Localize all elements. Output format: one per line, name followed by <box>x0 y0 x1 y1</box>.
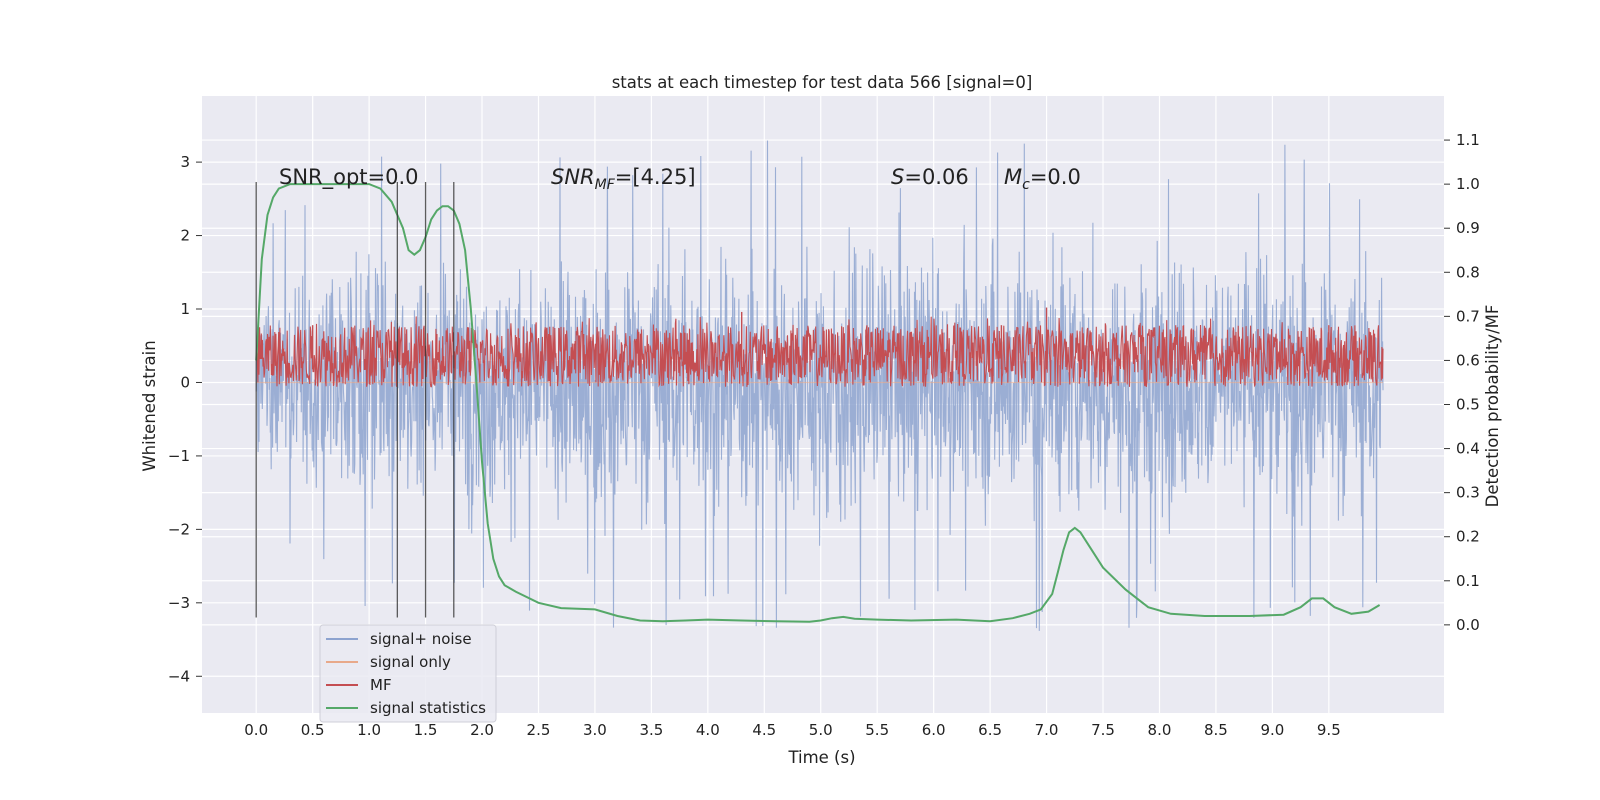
x-tick-label: 4.5 <box>752 721 776 739</box>
y-tick-label: −4 <box>168 667 190 685</box>
annotation-snr-mf-sub: MF <box>595 177 616 193</box>
annotation-mc-sub: c <box>1022 177 1030 193</box>
y-tick-label: 0 <box>180 373 190 391</box>
y2-tick-label: 0.4 <box>1456 440 1480 458</box>
x-tick-label: 3.0 <box>583 721 607 739</box>
y-axis-label: Whitened strain <box>140 340 159 471</box>
y2-tick-label: 1.1 <box>1456 131 1480 149</box>
legend-label-mf: MF <box>370 676 392 694</box>
annotation-s: S=0.06 <box>891 165 969 189</box>
y2-tick-label: 0.5 <box>1456 396 1480 414</box>
y-tick-label: −1 <box>168 447 190 465</box>
y-tick-label: 2 <box>180 227 190 245</box>
series-layer <box>255 140 1384 631</box>
x-tick-label: 9.0 <box>1260 721 1284 739</box>
y2-tick-label: 0.7 <box>1456 307 1480 325</box>
x-tick-label: 8.5 <box>1204 721 1228 739</box>
y2-tick-label: 0.0 <box>1456 616 1480 634</box>
x-tick-label: 7.0 <box>1035 721 1059 739</box>
tick-labels: 0.0 0.5 1.0 1.5 2.0 2.5 3.0 3.5 4.0 4.5 5.0 5.5 6.0 6… <box>168 131 1480 739</box>
x-tick-label: 1.5 <box>414 721 438 739</box>
annotation-snr-mf: SNRMF=[4.25] <box>551 165 696 193</box>
x-tick-label: 3.5 <box>639 721 663 739</box>
legend: signal+ noise signal only MF signal stat… <box>319 624 497 723</box>
x-tick-label: 5.5 <box>865 721 889 739</box>
y2-tick-label: 0.9 <box>1456 219 1480 237</box>
x-tick-label: 5.0 <box>809 721 833 739</box>
y-tick-label: 1 <box>180 300 190 318</box>
annotation-mc-main: M <box>1004 165 1022 189</box>
vertical-markers <box>255 181 455 618</box>
y2-tick-label: 0.8 <box>1456 263 1480 281</box>
chart-title: stats at each timestep for test data 566… <box>612 73 1033 92</box>
annotation-s-main: S <box>891 165 904 189</box>
y-tick-label: −2 <box>168 520 190 538</box>
annotation-snr-mf-value: =[4.25] <box>615 165 696 189</box>
annotation-snr-mf-main: SNR <box>551 165 595 189</box>
series-mf-line <box>255 316 1384 388</box>
x-tick-label: 2.0 <box>470 721 494 739</box>
annotation-mc-value: =0.0 <box>1030 165 1081 189</box>
annotation-mc: Mc=0.0 <box>1004 165 1081 193</box>
y2-tick-label: 0.6 <box>1456 351 1480 369</box>
annotations: SNR_opt=0.0 SNRMF=[4.25] S=0.06 Mc=0.0 <box>279 165 1081 193</box>
x-tick-label: 6.0 <box>922 721 946 739</box>
x-tick-label: 6.5 <box>978 721 1002 739</box>
legend-label-signal-only: signal only <box>370 653 451 671</box>
legend-box <box>319 624 497 723</box>
x-tick-label: 0.5 <box>301 721 325 739</box>
y2-tick-label: 0.1 <box>1456 572 1480 590</box>
annotation-snr-opt: SNR_opt=0.0 <box>279 165 419 190</box>
legend-label-signal-noise: signal+ noise <box>370 630 472 648</box>
x-tick-label: 9.5 <box>1317 721 1341 739</box>
y2-axis-label: Detection probability/MF <box>1483 305 1502 508</box>
annotation-s-value: =0.06 <box>904 165 968 189</box>
y-tick-label: −3 <box>168 594 190 612</box>
series-signal-statistics-line <box>255 183 1381 623</box>
x-tick-label: 0.0 <box>244 721 268 739</box>
y-tick-label: 3 <box>180 153 190 171</box>
y2-tick-label: 1.0 <box>1456 175 1480 193</box>
x-tick-label: 2.5 <box>527 721 551 739</box>
x-tick-label: 7.5 <box>1091 721 1115 739</box>
x-tick-label: 8.0 <box>1148 721 1172 739</box>
legend-label-signal-statistics: signal statistics <box>370 699 486 717</box>
x-tick-label: 1.0 <box>357 721 381 739</box>
x-axis-label: Time (s) <box>787 748 855 767</box>
x-tick-label: 4.0 <box>696 721 720 739</box>
y2-tick-label: 0.3 <box>1456 484 1480 502</box>
y2-tick-label: 0.2 <box>1456 528 1480 546</box>
